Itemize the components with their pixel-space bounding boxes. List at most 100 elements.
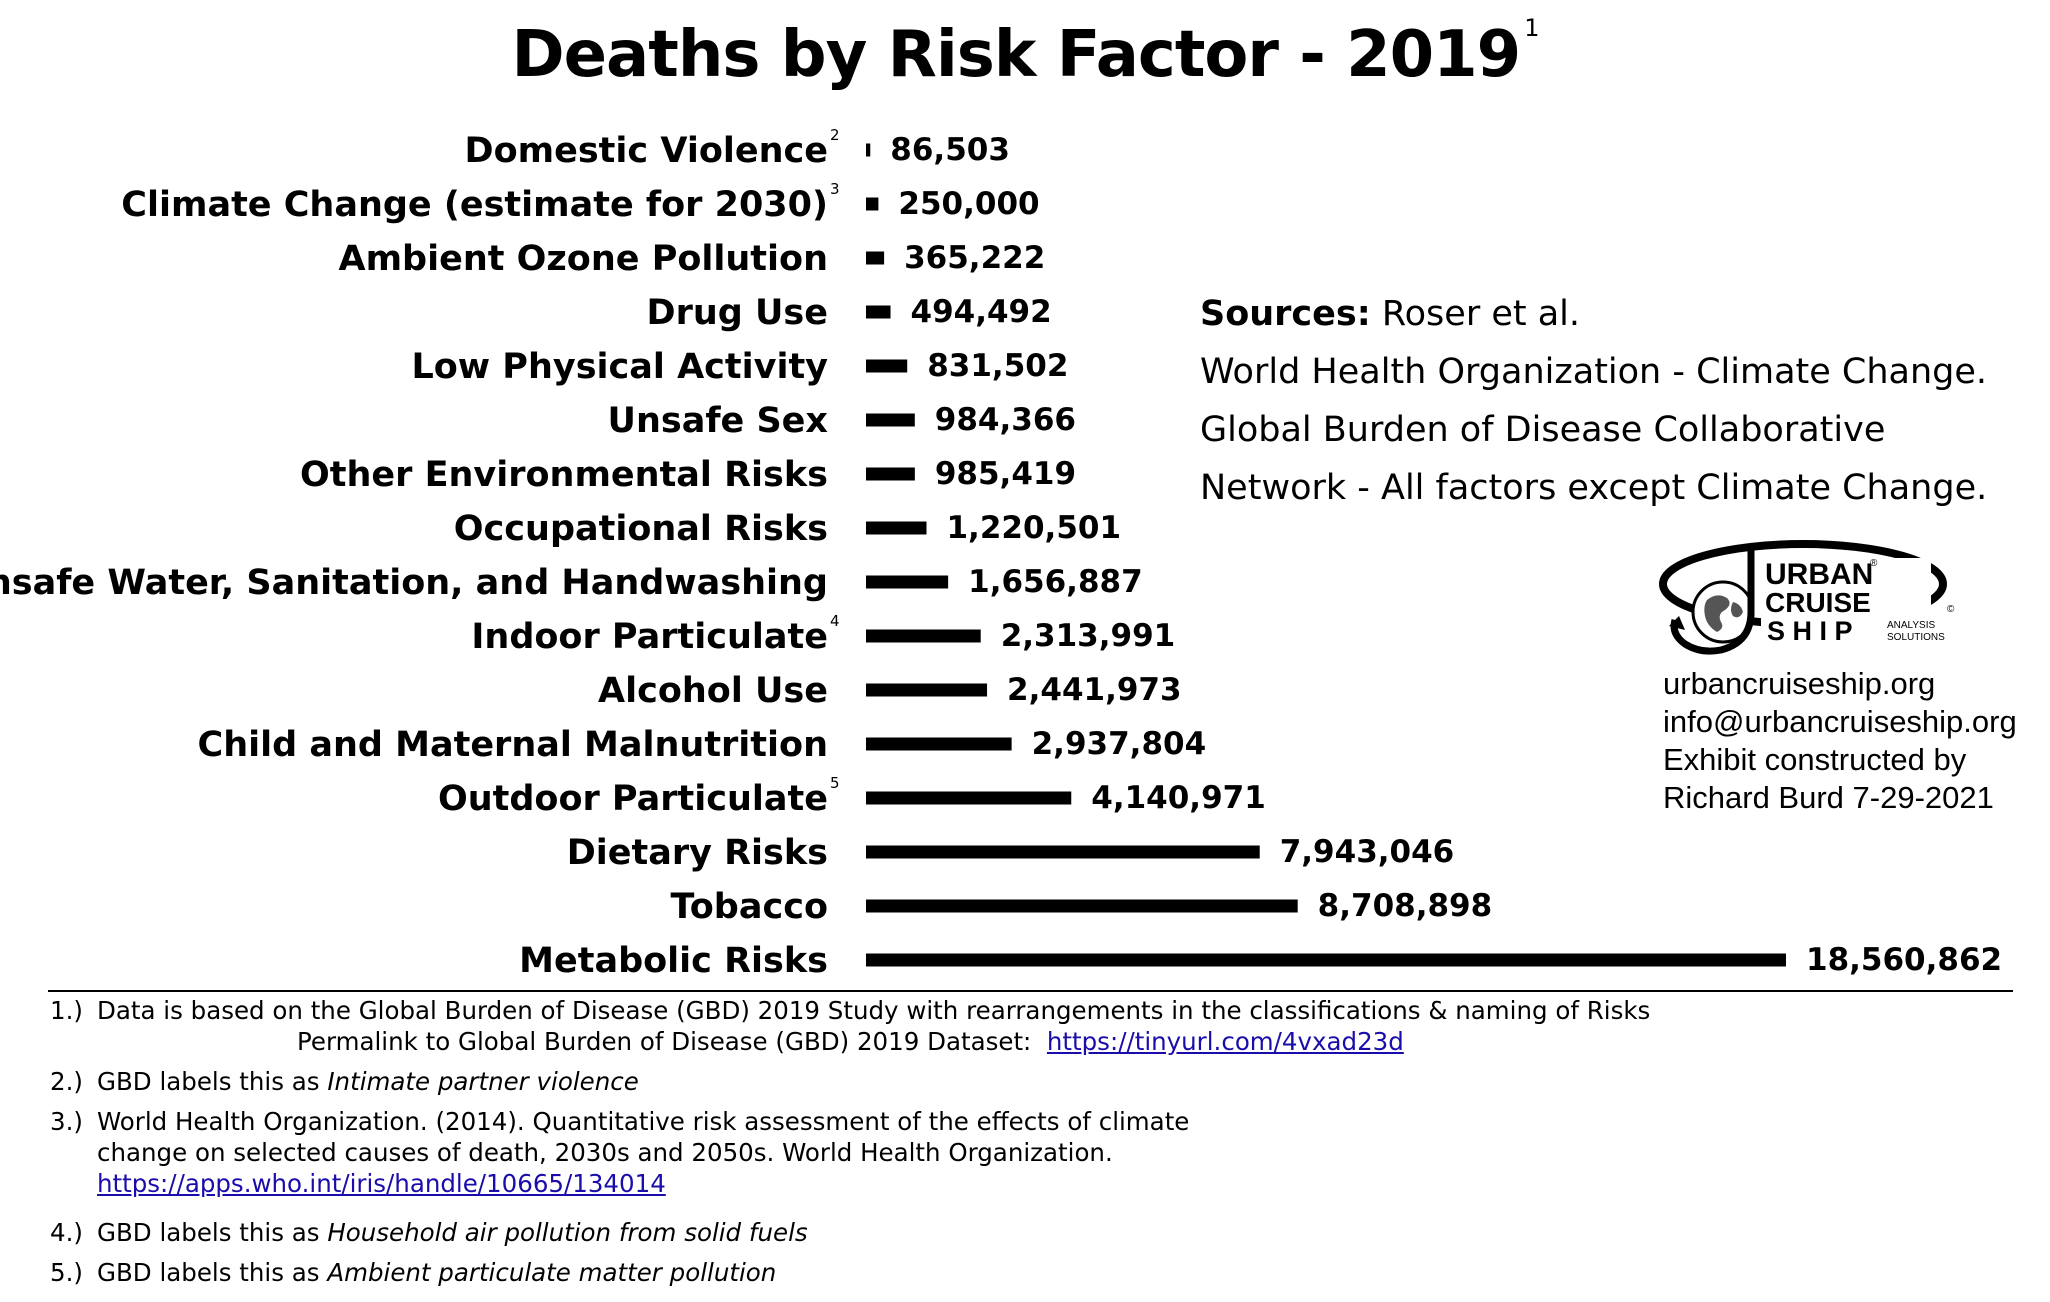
chart-title: Deaths by Risk Factor - 2019 1 [0, 14, 2050, 92]
bar [866, 845, 1260, 859]
category-label: Unsafe Water, Sanitation, and Handwashin… [0, 563, 828, 603]
value-label: 984,366 [935, 402, 1076, 438]
value-label: 494,492 [911, 294, 1052, 330]
contact-credit-2: Richard Burd 7-29-2021 [1663, 780, 1994, 815]
footnote-3: 3.) World Health Organization. (2014). Q… [50, 1106, 1650, 1199]
bar [866, 737, 1012, 751]
sources-label: Sources: [1200, 294, 1371, 334]
category-label: Outdoor Particulate [438, 779, 828, 819]
urban-cruise-ship-logo: URBAN ® CRUISE © S H I P ANALYSIS SOLUTI… [1659, 540, 1955, 655]
footnote-3-line-2: change on selected causes of death, 2030… [97, 1138, 1113, 1167]
value-label: 2,937,804 [1032, 726, 1207, 762]
footnote-4: 4.) GBD labels this as Household air pol… [50, 1217, 1650, 1248]
value-label: 8,708,898 [1318, 888, 1493, 924]
footnote-5-text: GBD labels this as [97, 1258, 320, 1287]
value-label: 365,222 [904, 240, 1045, 276]
logo-bg [1761, 558, 1931, 640]
footnote-1-permalink-link[interactable]: https://tinyurl.com/4vxad23d [1046, 1027, 1404, 1056]
value-label: 831,502 [927, 348, 1068, 384]
category-label: Ambient Ozone Pollution [339, 239, 829, 279]
contact-block: urbancruiseship.org info@urbancruiseship… [1663, 665, 2017, 817]
logo-copy-mark: © [1947, 604, 1955, 615]
logo-word-cruise: CRUISE [1765, 587, 1871, 618]
value-label: 2,441,973 [1007, 672, 1182, 708]
bar [866, 413, 915, 427]
value-label: 1,656,887 [968, 564, 1143, 600]
category-label: Occupational Risks [454, 509, 828, 549]
contact-website[interactable]: urbancruiseship.org [1663, 666, 1936, 701]
bar [866, 521, 927, 535]
value-label: 1,220,501 [946, 510, 1121, 546]
sources-line-4: Network - All factors except Climate Cha… [1200, 468, 1988, 508]
category-label: Child and Maternal Malnutrition [198, 725, 828, 765]
bar [866, 467, 915, 481]
footnote-4-text: GBD labels this as [97, 1218, 320, 1247]
title-footnote-mark: 1 [1524, 14, 1539, 42]
bar [866, 899, 1298, 913]
category-label: Unsafe Sex [608, 401, 829, 441]
category-label: Indoor Particulate [471, 617, 828, 657]
footnote-1-text: Data is based on the Global Burden of Di… [97, 996, 1651, 1025]
sources-text-1: Roser et al. [1381, 294, 1581, 334]
footnote-2-text: GBD labels this as [97, 1067, 320, 1096]
logo-tag-analysis: ANALYSIS [1887, 620, 1935, 631]
category-footnote-mark: 5 [830, 774, 840, 792]
category-label: Alcohol Use [598, 671, 828, 711]
footnote-4-italic: Household air pollution from solid fuels [327, 1218, 808, 1247]
ship-hook-icon [1670, 550, 1755, 655]
bar-chart: Domestic Violence 2 86,503 Climate Change (… [0, 126, 2002, 981]
footnote-5-italic: Ambient particulate matter pollution [327, 1258, 777, 1287]
logo-word-ship: S H I P [1767, 616, 1853, 646]
value-label: 18,560,862 [1806, 942, 2002, 978]
footnote-1: 1.) Data is based on the Global Burden o… [50, 995, 1650, 1057]
category-label: Tobacco [671, 887, 828, 927]
bar [866, 197, 879, 211]
bar [866, 251, 885, 265]
category-label: Climate Change (estimate for 2030) [121, 185, 828, 225]
value-label: 250,000 [898, 186, 1039, 222]
sources-block: Sources: Roser et al. World Health Organ… [1200, 285, 1987, 517]
footnotes: 1.) Data is based on the Global Burden o… [50, 995, 1650, 1297]
category-label: Low Physical Activity [411, 347, 828, 387]
bar [866, 629, 981, 643]
category-footnote-mark: 4 [830, 612, 840, 630]
chart-title-text: Deaths by Risk Factor - 2019 [511, 18, 1522, 92]
footnote-5-number: 5.) [50, 1258, 83, 1287]
category-label: Other Environmental Risks [300, 455, 828, 495]
logo-reg-mark: ® [1870, 558, 1878, 569]
category-footnote-mark: 2 [830, 126, 840, 144]
footnote-3-number: 3.) [50, 1107, 83, 1136]
contact-email[interactable]: info@urbancruiseship.org [1663, 704, 2017, 739]
category-label: Domestic Violence [465, 131, 828, 171]
value-label: 2,313,991 [1001, 618, 1176, 654]
bar [866, 575, 949, 589]
logo-word-urban: URBAN [1765, 558, 1873, 591]
category-label: Drug Use [647, 293, 828, 333]
footnote-3-line-1: World Health Organization. (2014). Quant… [97, 1107, 1190, 1136]
sources-line-2: World Health Organization - Climate Chan… [1200, 352, 1988, 392]
footnote-2-italic: Intimate partner violence [327, 1067, 639, 1096]
bar [866, 791, 1072, 805]
bar [866, 953, 1786, 967]
globe-land-icon [1704, 595, 1743, 632]
contact-credit-1: Exhibit constructed by [1663, 742, 1967, 777]
footnote-5: 5.) GBD labels this as Ambient particula… [50, 1257, 1650, 1288]
category-label: Dietary Risks [567, 833, 828, 873]
bar [866, 683, 988, 697]
value-label: 86,503 [890, 132, 1010, 168]
value-label: 7,943,046 [1280, 834, 1455, 870]
bar [866, 143, 871, 157]
logo-tag-solutions: SOLUTIONS [1887, 632, 1945, 643]
footnote-4-number: 4.) [50, 1218, 83, 1247]
anchor-tip-icon [1669, 616, 1685, 630]
value-label: 4,140,971 [1091, 780, 1266, 816]
category-label: Metabolic Risks [519, 941, 828, 981]
footnote-2-number: 2.) [50, 1067, 83, 1096]
footnote-3-link[interactable]: https://apps.who.int/iris/handle/10665/1… [97, 1169, 666, 1198]
value-label: 985,419 [935, 456, 1076, 492]
footnote-1-number: 1.) [50, 996, 83, 1025]
category-footnote-mark: 3 [830, 180, 840, 198]
bar [866, 305, 891, 319]
sources-line-1: Sources: Roser et al. [1200, 285, 1987, 343]
sources-line-3: Global Burden of Disease Collaborative [1200, 410, 1886, 450]
